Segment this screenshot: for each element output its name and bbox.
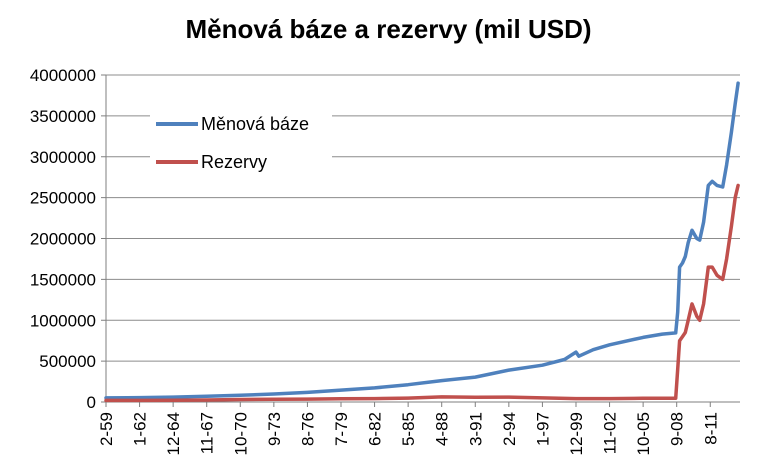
series-line-menova-baze	[104, 81, 740, 400]
x-tick-label: 11-02	[601, 412, 620, 454]
y-tick-label: 2000000	[30, 230, 96, 249]
x-tick-label: 7-79	[332, 412, 351, 446]
series-lines	[104, 81, 740, 403]
axes	[101, 74, 740, 407]
chart-title: Měnová báze a rezervy (mil USD)	[185, 14, 592, 44]
x-tick-label: 12-99	[567, 412, 586, 455]
y-tick-label: 4000000	[30, 66, 96, 85]
legend-label: Rezervy	[201, 152, 267, 172]
y-tick-label: 0	[87, 393, 96, 412]
x-tick-label: 1-62	[131, 412, 150, 446]
x-tick-label: 12-64	[164, 412, 183, 455]
x-tick-label: 6-82	[366, 412, 385, 446]
x-tick-label: 3-91	[466, 412, 485, 446]
legend: Měnová báze Rezervy	[150, 102, 332, 182]
x-tick-label: 5-85	[399, 412, 418, 446]
legend-box	[150, 102, 332, 182]
x-tick-label: 2-59	[97, 412, 116, 446]
x-tick-label: 8-11	[701, 412, 720, 445]
y-tick-label: 1000000	[30, 311, 96, 330]
series-line-rezervy	[104, 183, 740, 403]
x-axis-ticks: 2-59 1-62 12-64 11-67 10-70 9-73 8-76 7-79 6-82 5…	[97, 412, 720, 455]
y-axis-ticks: 0 500000 1000000 1500000 2000000 2500000 30000…	[30, 66, 96, 412]
y-tick-label: 3500000	[30, 107, 96, 126]
x-tick-label: 4-88	[433, 412, 452, 446]
y-tick-label: 1500000	[30, 270, 96, 289]
x-tick-label: 2-94	[500, 412, 519, 446]
x-tick-label: 9-08	[668, 412, 687, 446]
y-tick-label: 500000	[39, 352, 96, 371]
x-tick-label: 8-76	[298, 412, 317, 446]
x-tick-label: 9-73	[265, 412, 284, 446]
x-tick-label: 11-67	[198, 412, 217, 454]
x-tick-label: 10-70	[231, 412, 250, 455]
legend-label: Měnová báze	[201, 114, 309, 134]
x-tick-label: 1-97	[533, 412, 552, 446]
x-tick-label: 10-05	[634, 412, 653, 455]
y-tick-label: 2500000	[30, 189, 96, 208]
y-tick-label: 3000000	[30, 148, 96, 167]
